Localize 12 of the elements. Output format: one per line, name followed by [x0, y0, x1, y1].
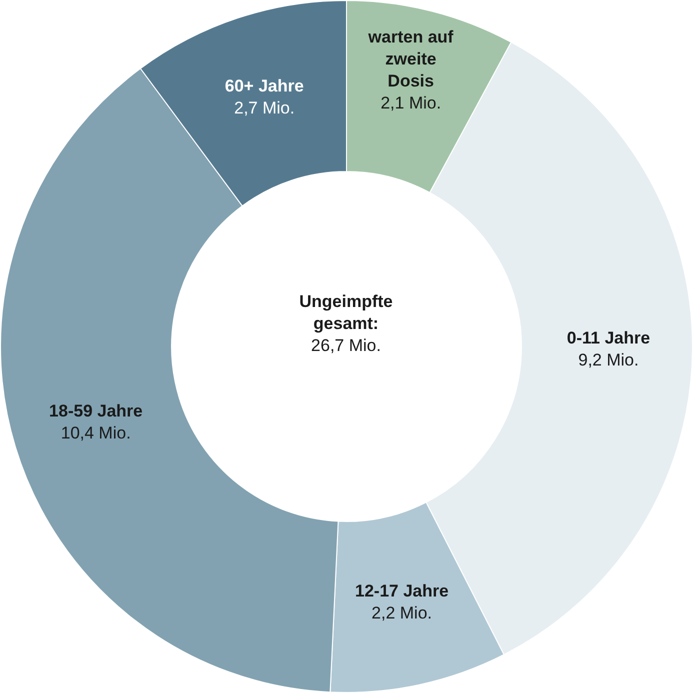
text: Ungeimpfte gesamt:: [299, 292, 393, 333]
slice-label: 12-17 Jahre: [354, 582, 449, 601]
text: 26,7 Mio.: [311, 336, 381, 355]
slice-label: 0-11 Jahre: [566, 328, 650, 348]
data-label: 10,4 Mio.: [60, 424, 131, 443]
slice-label: warten auf zweite Dosis: [367, 28, 454, 91]
data-label: 9,2 Mio.: [578, 350, 639, 370]
data-label: 2,2 Mio.: [372, 604, 432, 623]
data-label: 2,1 Mio.: [380, 94, 442, 113]
slice-label: 18-59 Jahre: [49, 402, 143, 421]
slice-label: 60+ Jahre: [224, 76, 304, 96]
data-label: 2,7 Mio.: [234, 98, 295, 118]
